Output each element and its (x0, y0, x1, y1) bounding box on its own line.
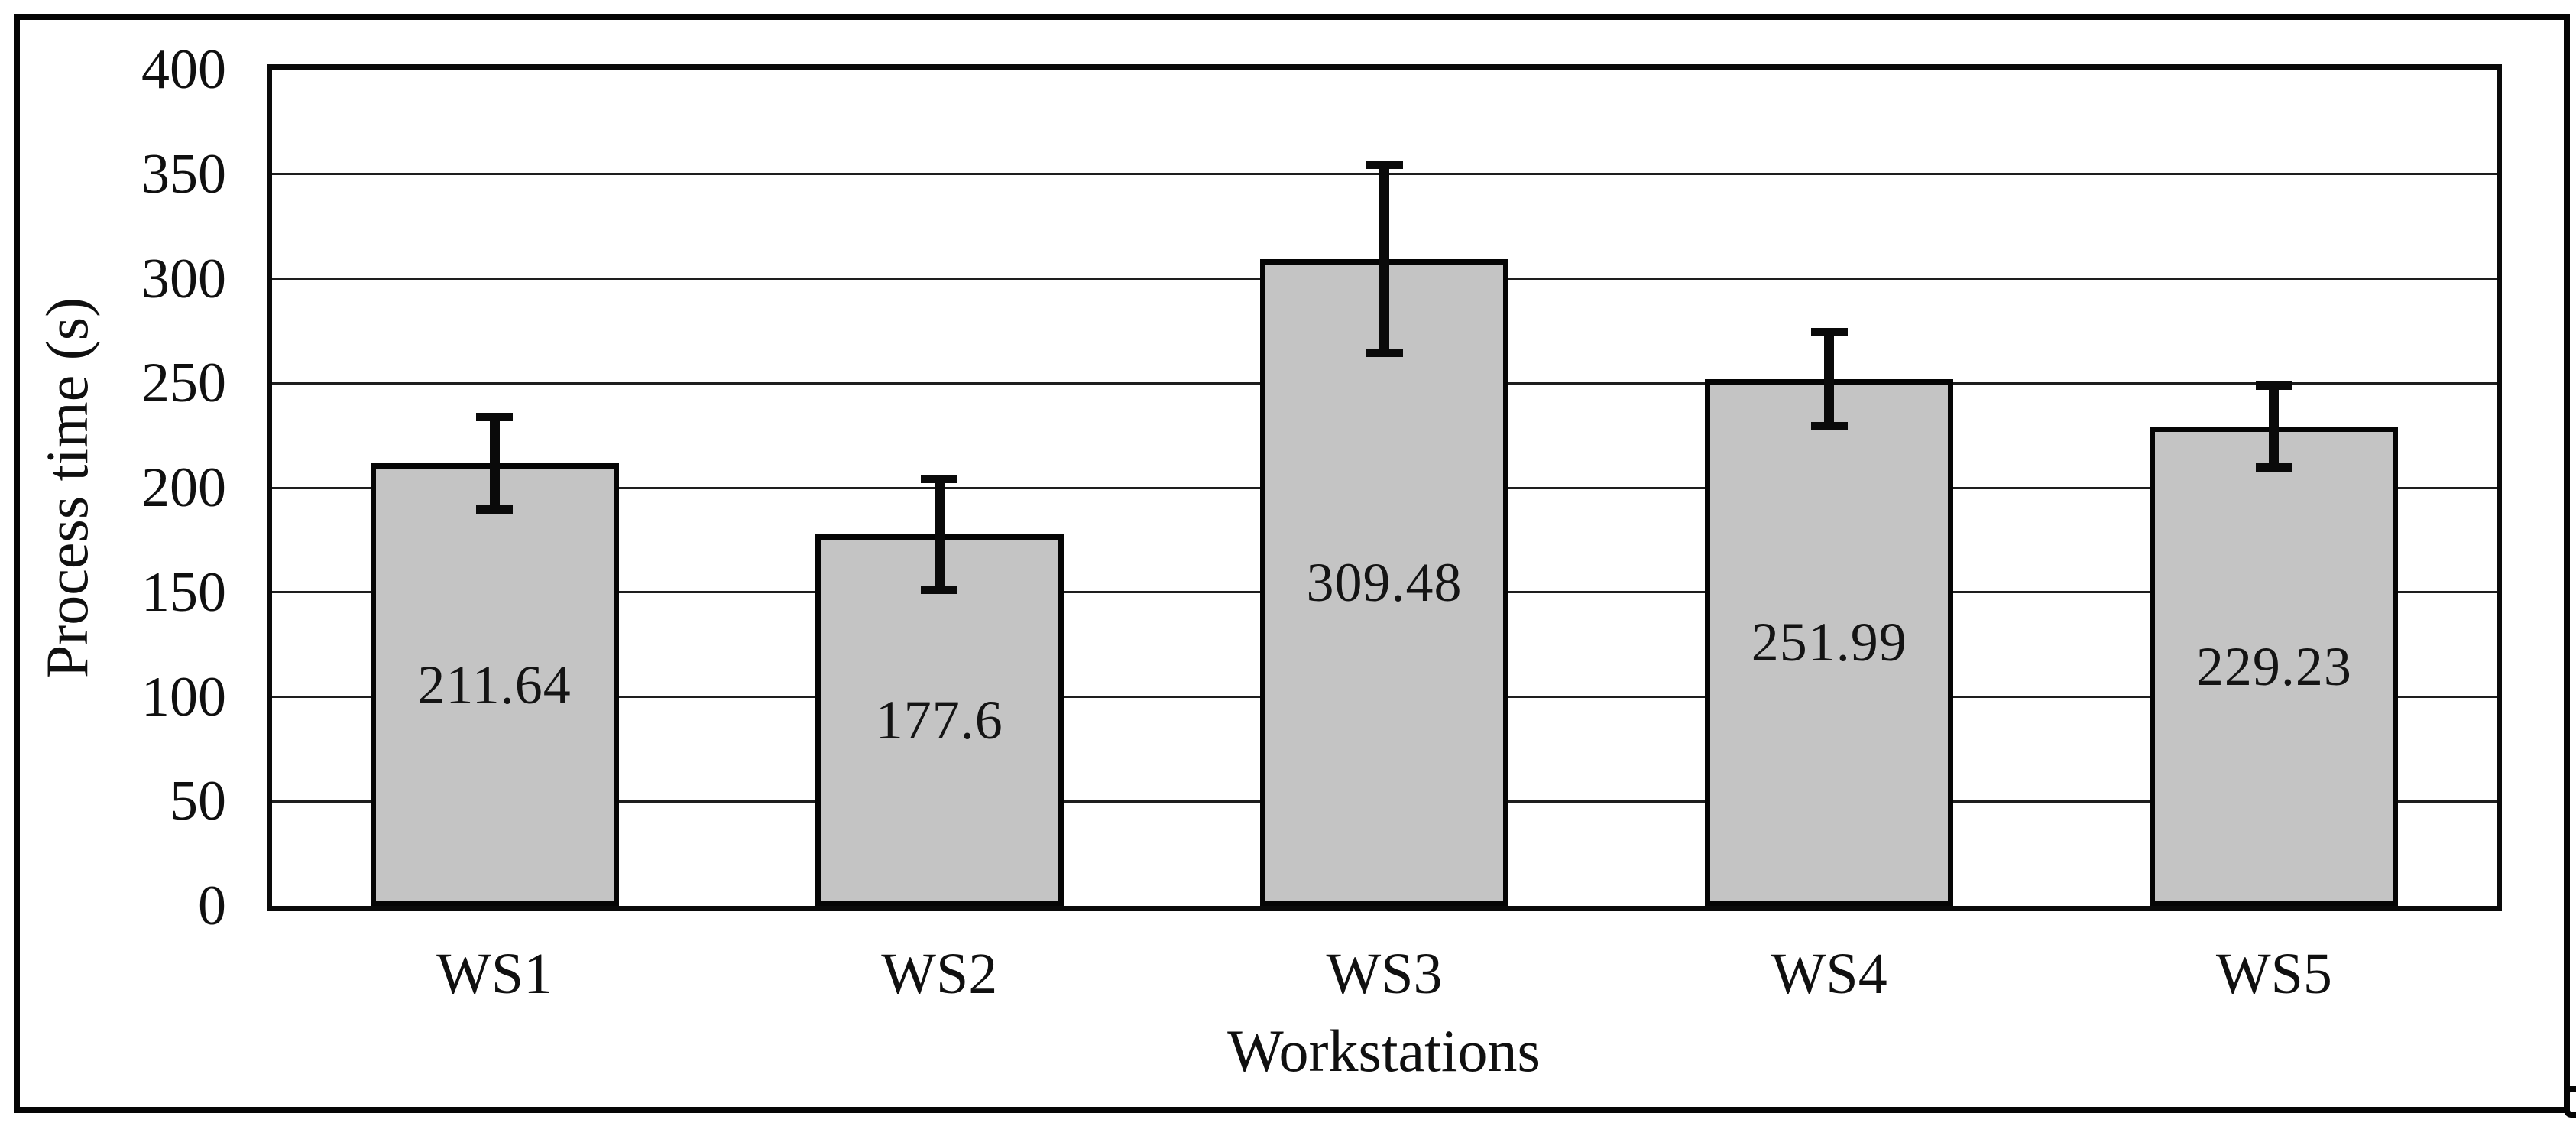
y-tick-label-150: 150 (141, 560, 226, 624)
error-bar-line-WS1 (489, 417, 500, 510)
error-bar-bottom-cap-WS1 (476, 505, 514, 514)
y-tick-label-350: 350 (141, 142, 226, 206)
y-tick-label-400: 400 (141, 38, 226, 101)
bar-WS5 (2150, 427, 2399, 906)
error-bar-top-cap-WS2 (921, 475, 958, 484)
bar-value-label-WS5: 229.23 (2195, 635, 2352, 697)
y-tick-label-250: 250 (141, 352, 226, 415)
y-tick-label-100: 100 (141, 665, 226, 729)
error-bar-top-cap-WS3 (1366, 160, 1403, 169)
error-bar-line-WS2 (934, 479, 945, 590)
x-tick-label-WS4: WS4 (1771, 942, 1887, 1006)
bar-value-label-WS2: 177.6 (875, 690, 1003, 751)
error-bar-line-WS4 (1824, 332, 1835, 427)
x-tick-label-WS3: WS3 (1326, 942, 1443, 1006)
y-tick-label-300: 300 (141, 247, 226, 310)
clipped-character-artifact (2564, 1086, 2576, 1118)
error-bar-line-WS3 (1379, 164, 1389, 353)
error-bar-bottom-cap-WS4 (1810, 421, 1848, 430)
error-bar-bottom-cap-WS5 (2255, 463, 2292, 472)
error-bar-top-cap-WS1 (476, 413, 514, 422)
error-bar-bottom-cap-WS2 (921, 586, 958, 595)
x-tick-label-WS1: WS1 (436, 942, 553, 1006)
error-bar-top-cap-WS5 (2255, 381, 2292, 391)
error-bar-bottom-cap-WS3 (1366, 349, 1403, 358)
x-tick-label-WS5: WS5 (2215, 942, 2332, 1006)
plot-area: 211.64 177.6 309.48 251.99 229.23 (267, 64, 2502, 911)
bar-WS3 (1260, 258, 1508, 906)
bar-value-label-WS4: 251.99 (1751, 612, 1907, 673)
bar-value-label-WS3: 309.48 (1306, 551, 1463, 613)
bar-WS1 (370, 463, 619, 906)
error-bar-line-WS5 (2269, 385, 2280, 468)
error-bar-top-cap-WS4 (1810, 327, 1848, 336)
x-axis-title: Workstations (1227, 1018, 1541, 1084)
bar-value-label-WS1: 211.64 (417, 654, 572, 716)
x-tick-label-WS2: WS2 (881, 942, 998, 1006)
bar-WS2 (815, 534, 1064, 906)
y-tick-label-50: 50 (170, 770, 226, 833)
y-tick-label-200: 200 (141, 456, 226, 519)
y-tick-label-0: 0 (198, 875, 226, 937)
bar-WS4 (1705, 378, 1954, 906)
